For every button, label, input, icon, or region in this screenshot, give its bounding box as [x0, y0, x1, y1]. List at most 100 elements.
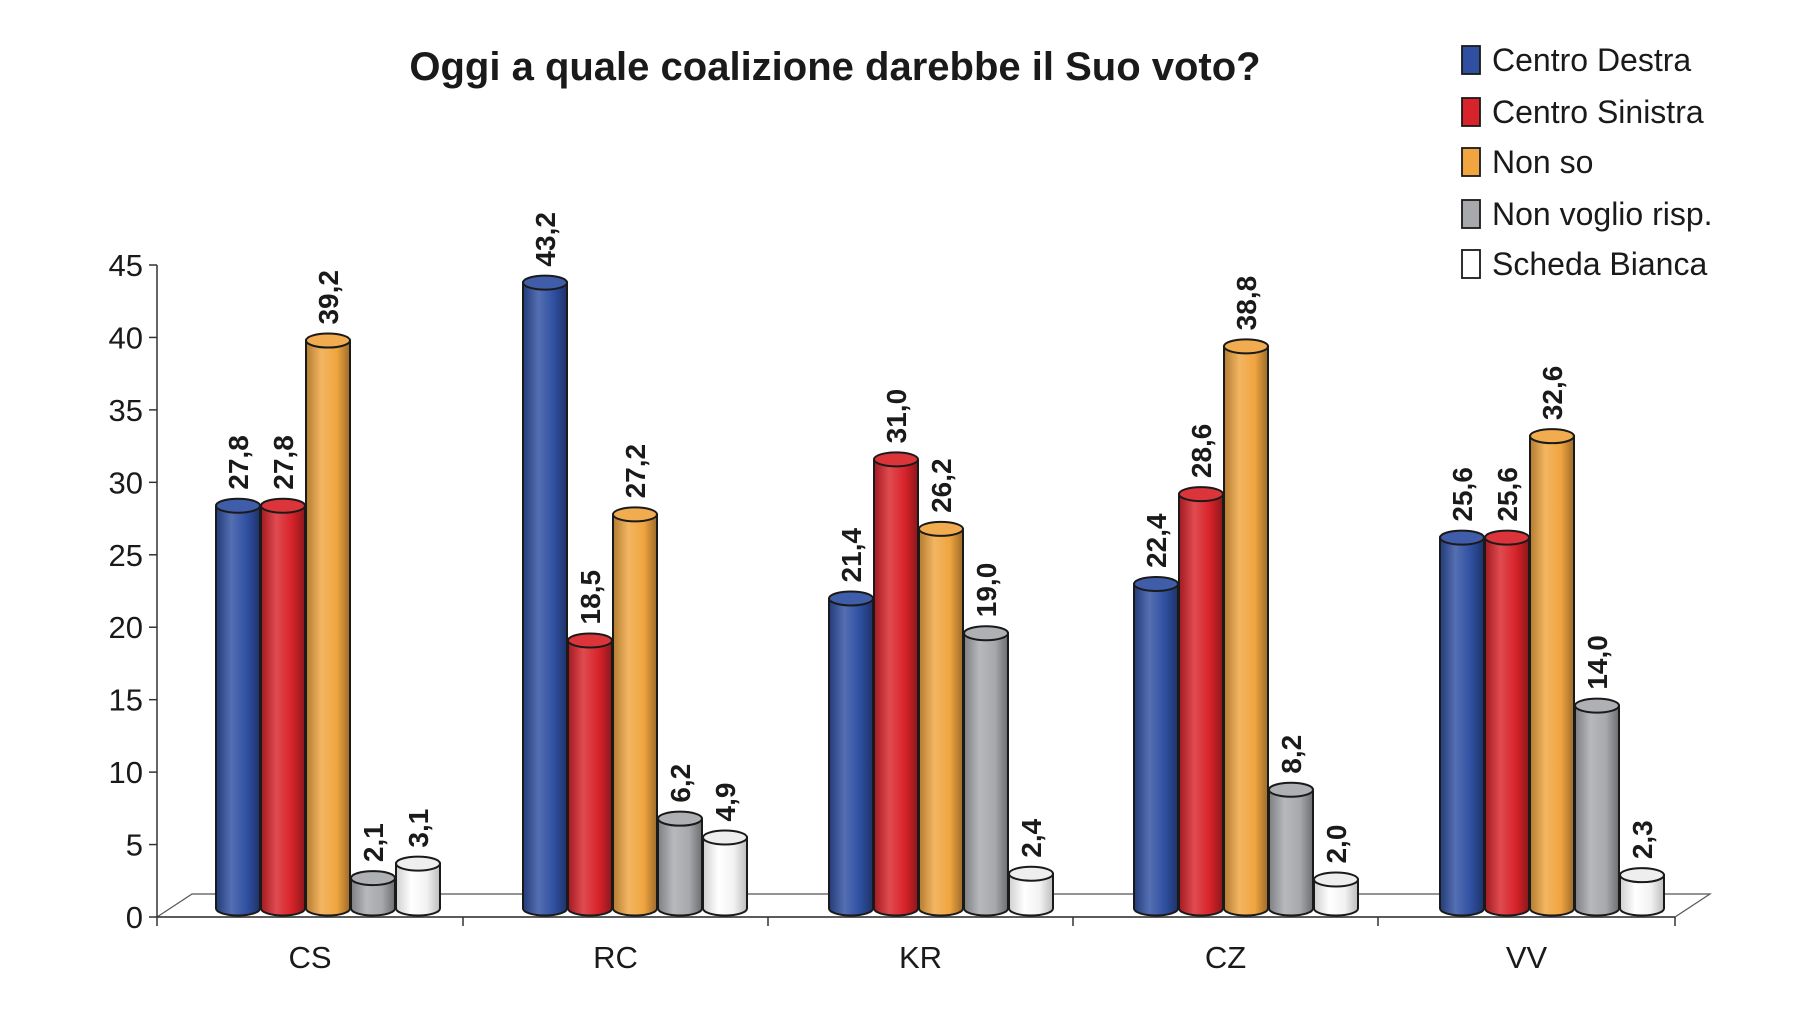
data-label: 32,6: [1537, 366, 1568, 421]
bar-body: [1619, 874, 1665, 917]
bar-top: [828, 590, 874, 607]
bar-body: [1529, 435, 1575, 917]
bar: [1178, 486, 1224, 917]
bar-top: [873, 451, 919, 468]
data-label: 6,2: [665, 764, 696, 803]
bar-body: [395, 862, 441, 917]
data-label: 8,2: [1276, 735, 1307, 774]
bar-body: [963, 632, 1009, 917]
bar-body: [260, 504, 306, 917]
bar: [1008, 865, 1054, 917]
bar: [1268, 781, 1314, 917]
bar: [260, 497, 306, 917]
bar-top: [657, 810, 703, 827]
bar-body: [1313, 878, 1359, 917]
bar-body: [1268, 788, 1314, 917]
x-category-label: CZ: [1205, 940, 1246, 975]
y-tick-label: 15: [109, 683, 143, 718]
bar: [567, 632, 613, 917]
data-label: 19,0: [971, 563, 1002, 618]
data-label: 18,5: [575, 570, 606, 625]
legend-label: Centro Sinistra: [1492, 94, 1704, 130]
data-label: 3,1: [403, 809, 434, 848]
bar-top: [1439, 529, 1485, 546]
y-tick-label: 30: [109, 465, 143, 500]
x-category-label: KR: [899, 940, 942, 975]
data-label: 2,4: [1016, 818, 1047, 857]
bar-body: [1133, 582, 1179, 917]
legend-swatch: [1461, 97, 1481, 127]
data-label: 38,8: [1231, 276, 1262, 331]
data-label: 27,8: [268, 435, 299, 490]
bar: [1223, 338, 1269, 917]
bar: [305, 332, 351, 917]
bar: [963, 625, 1009, 917]
bar-top: [1178, 486, 1224, 503]
bar-body: [1574, 704, 1620, 917]
legend-swatch: [1461, 45, 1481, 75]
legend: Centro Destra Centro Sinistra Non so Non vo…: [1461, 42, 1713, 282]
bar-body: [828, 597, 874, 917]
y-tick-label: 35: [109, 393, 143, 428]
bar-top: [1268, 781, 1314, 798]
bar: [918, 520, 964, 917]
bar: [1484, 529, 1530, 917]
bar-top: [963, 625, 1009, 642]
bar-body: [567, 639, 613, 917]
data-label: 4,9: [710, 783, 741, 822]
data-label: 26,2: [926, 458, 957, 513]
bar-body: [215, 504, 261, 917]
bar-body: [1223, 345, 1269, 917]
data-label: 43,2: [530, 212, 561, 267]
bar-body: [1439, 536, 1485, 917]
bar-top: [260, 497, 306, 514]
bar-top: [305, 332, 351, 349]
x-axis: CS RC KR CZ VV: [156, 916, 1676, 975]
bar-body: [1484, 536, 1530, 917]
data-label: 31,0: [881, 389, 912, 444]
legend-swatch: [1461, 199, 1481, 229]
bar: [828, 590, 874, 917]
bar-top: [1008, 865, 1054, 882]
bar: [873, 451, 919, 917]
data-label: 28,6: [1186, 424, 1217, 479]
bar-body: [522, 281, 568, 917]
x-category-label: CS: [288, 940, 331, 975]
data-label: 14,0: [1582, 635, 1613, 690]
legend-item: Centro Sinistra: [1461, 94, 1704, 130]
bar-top: [702, 829, 748, 846]
bar: [215, 497, 261, 917]
chart-title: Oggi a quale coalizione darebbe il Suo v…: [409, 45, 1260, 89]
data-label: 2,1: [358, 823, 389, 862]
bar-top: [1484, 529, 1530, 546]
bar-top: [1133, 575, 1179, 592]
bar: [657, 810, 703, 917]
bar: [522, 274, 568, 917]
bar-top: [1313, 871, 1359, 888]
bar-top: [567, 632, 613, 649]
data-label: 25,6: [1492, 467, 1523, 522]
bars: [215, 274, 1665, 917]
y-tick-label: 40: [109, 320, 143, 355]
bar-top: [1574, 697, 1620, 714]
legend-item: Scheda Bianca: [1461, 246, 1707, 282]
data-label: 25,6: [1447, 467, 1478, 522]
y-tick-label: 0: [126, 900, 143, 935]
bar-top: [522, 274, 568, 291]
legend-label: Scheda Bianca: [1492, 246, 1707, 282]
bar: [1574, 697, 1620, 917]
bar: [350, 870, 396, 917]
bar-top: [350, 870, 396, 887]
legend-item: Non voglio risp.: [1461, 196, 1713, 232]
legend-swatch: [1461, 147, 1481, 177]
legend-label: Non voglio risp.: [1492, 196, 1713, 232]
data-label: 21,4: [836, 528, 867, 583]
legend-item: Non so: [1461, 144, 1593, 180]
legend-label: Non so: [1492, 144, 1593, 180]
bar: [612, 506, 658, 917]
data-labels: 27,8 27,8 39,2 2,1 3,1 43,2 18,5 27,2 6,2 4,9 21,4…: [223, 212, 1658, 863]
x-category-label: VV: [1506, 940, 1548, 975]
y-axis: 0 5 10 15 20 25 30 35 40 45: [109, 248, 158, 935]
bar: [395, 855, 441, 917]
